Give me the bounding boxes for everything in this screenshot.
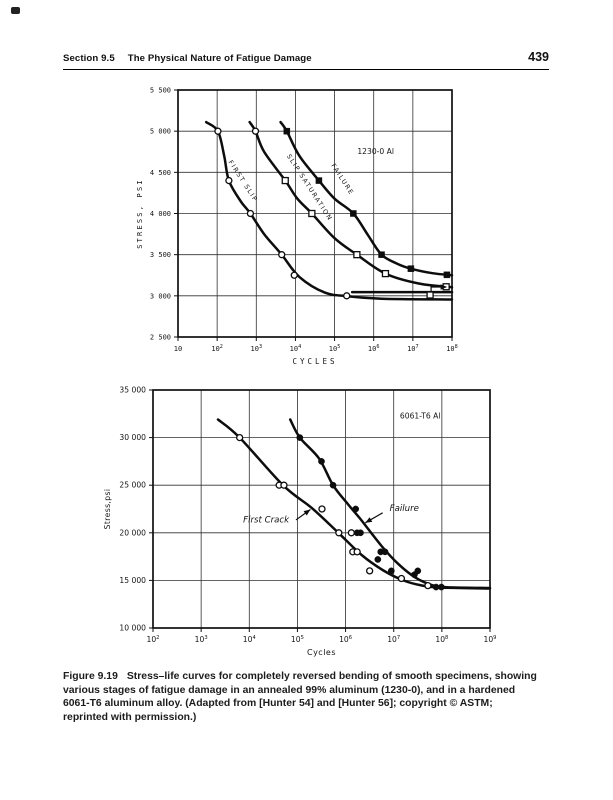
data-point-filled-square (378, 251, 385, 258)
page-header: Section 9.5 The Physical Nature of Fatigu… (63, 50, 549, 64)
data-point-open-circle (318, 505, 326, 513)
x-tick-label: 103 (251, 344, 263, 353)
data-point-open-circle (225, 176, 233, 185)
caption-line: Stress–life curves for completely revers… (126, 671, 537, 682)
data-point-open-square (353, 251, 361, 259)
data-point-filled-circle (414, 567, 422, 575)
y-tick-label: 4 500 (150, 169, 171, 177)
x-tick-label: 102 (211, 344, 223, 353)
series-curve (248, 120, 454, 289)
data-point-open-circle (251, 127, 260, 135)
data-point-filled-circle (374, 556, 382, 563)
y-tick-label: 5 000 (150, 128, 171, 136)
figure-caption: Figure 9.19 Stress–life curves for comple… (63, 670, 568, 724)
y-tick-label: 30 000 (119, 433, 146, 442)
data-point-open-square (281, 176, 289, 185)
x-tick-label: 109 (484, 635, 497, 644)
y-tick-label: 3 500 (150, 251, 171, 259)
x-tick-label: 108 (446, 344, 458, 353)
data-point-open-circle (365, 567, 374, 575)
x-tick-label: 103 (195, 635, 208, 644)
y-tick-label: 5 500 (150, 87, 171, 95)
data-point-filled-square (283, 127, 291, 135)
y-tick-label: 15 000 (119, 576, 146, 585)
annotation-arrowhead (303, 509, 311, 516)
y-tick-label: 3 000 (150, 292, 171, 300)
annotation-label: Failure (390, 504, 419, 514)
data-point-open-circle (397, 574, 406, 583)
data-point-filled-square (443, 271, 451, 279)
data-point-filled-square (315, 177, 323, 184)
x-tick-label: 106 (368, 344, 380, 353)
annotation-arrowhead (365, 517, 373, 523)
y-tick-label: 2 500 (150, 334, 171, 342)
x-axis-title: CYCLES (292, 357, 337, 366)
caption-line: various stages of fatigue damage in an a… (63, 684, 516, 696)
annotation-label: 6061-T6 Al (400, 412, 441, 421)
y-tick-label: 35 000 (119, 386, 146, 395)
section-number: Section 9.5 (63, 53, 115, 64)
data-point-open-square (308, 209, 316, 218)
data-point-filled-circle (318, 458, 325, 465)
data-point-open-circle (343, 292, 351, 300)
x-tick-label: 106 (339, 635, 352, 644)
data-point-open-circle (214, 127, 222, 135)
data-point-filled-square (350, 210, 357, 217)
caption-line: 6061-T6 aluminum alloy. (Adapted from [H… (63, 698, 493, 710)
data-point-filled-circle (357, 529, 364, 537)
stress-life-chart-6061-t6-al: 102 103 104 105 106 107 108 109 10 000 15 000 20 0… (103, 386, 497, 658)
data-point-open-circle (246, 209, 255, 218)
annotation-label: 1230-0 Al (357, 147, 394, 156)
y-axis-title: STRESS, PSI (136, 178, 144, 249)
series-curve (279, 120, 454, 277)
data-point-open-circle (290, 271, 298, 279)
annotation-label: First Crack (243, 515, 290, 525)
series-curve (216, 418, 492, 590)
data-point-open-circle (278, 251, 286, 259)
page-number: 439 (528, 50, 549, 64)
y-tick-label: 4 000 (150, 210, 171, 218)
curve-label: FAILURE (329, 162, 355, 197)
plot-frame (152, 389, 491, 629)
caption-line: reprinted with permission.) (63, 711, 197, 723)
data-point-filled-circle (381, 548, 389, 556)
data-point-filled-square (407, 265, 415, 272)
data-point-open-square (426, 291, 434, 299)
x-tick-label: 10 (174, 345, 182, 353)
runout-arrow-line (430, 286, 443, 292)
running-head: Section 9.5 The Physical Nature of Fatigu… (63, 53, 312, 64)
y-axis-title: Stress,psi (103, 489, 112, 530)
x-tick-label: 104 (243, 635, 257, 644)
x-tick-label: 107 (407, 344, 419, 353)
figure-caption-label: Figure 9.19 (63, 671, 118, 682)
data-point-open-circle (347, 529, 355, 537)
data-point-open-square (381, 269, 390, 278)
y-tick-label: 25 000 (119, 481, 146, 490)
x-tick-label: 107 (387, 635, 400, 644)
x-tick-label: 105 (291, 635, 304, 644)
x-axis-title: Cycles (307, 648, 336, 657)
runout-arrowhead (440, 284, 448, 290)
data-point-open-circle (236, 433, 244, 442)
scan-artifact (11, 7, 20, 14)
data-point-filled-circle (387, 567, 395, 575)
header-rule (63, 69, 549, 70)
data-point-open-circle (335, 529, 343, 537)
section-title: The Physical Nature of Fatigue Damage (127, 53, 312, 64)
data-point-filled-circle (438, 583, 445, 591)
data-point-filled-circle (296, 434, 304, 441)
x-tick-label: 108 (435, 635, 448, 644)
stress-life-chart-1230-0-al: 10 102 103 104 105 106 107 108 2 500 3 000 3 500 4 … (136, 87, 458, 367)
y-tick-label: 10 000 (119, 624, 146, 633)
data-point-open-circle (424, 581, 432, 590)
data-point-open-circle (353, 548, 361, 556)
x-tick-label: 104 (290, 344, 302, 353)
data-point-open-circle (280, 481, 288, 489)
y-tick-label: 20 000 (119, 528, 146, 537)
x-tick-label: 102 (147, 635, 160, 644)
data-point-filled-circle (329, 481, 337, 489)
x-tick-label: 105 (329, 344, 341, 353)
data-point-filled-circle (352, 505, 360, 513)
